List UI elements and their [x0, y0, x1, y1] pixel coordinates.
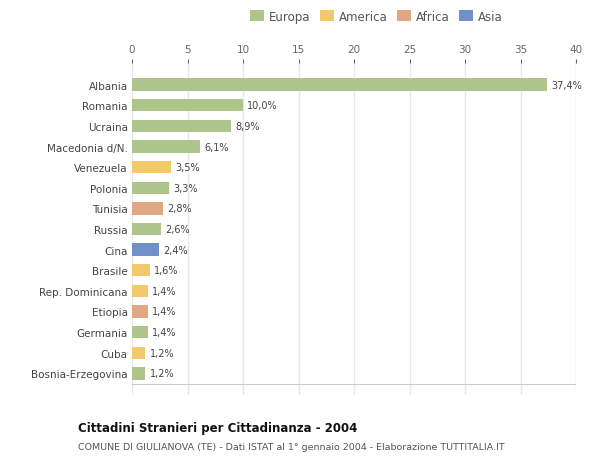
Text: 1,4%: 1,4%	[152, 327, 176, 337]
Text: 2,6%: 2,6%	[166, 224, 190, 235]
Bar	[132, 79, 547, 92]
Text: 3,3%: 3,3%	[173, 183, 197, 193]
Text: 3,5%: 3,5%	[175, 163, 200, 173]
Bar	[132, 120, 231, 133]
Bar	[132, 182, 169, 195]
Text: 1,2%: 1,2%	[150, 369, 175, 379]
Legend: Europa, America, Africa, Asia: Europa, America, Africa, Asia	[250, 11, 503, 23]
Text: 6,1%: 6,1%	[204, 142, 229, 152]
Text: 1,4%: 1,4%	[152, 307, 176, 317]
Text: 1,2%: 1,2%	[150, 348, 175, 358]
Bar	[132, 162, 171, 174]
Text: COMUNE DI GIULIANOVA (TE) - Dati ISTAT al 1° gennaio 2004 - Elaborazione TUTTITA: COMUNE DI GIULIANOVA (TE) - Dati ISTAT a…	[78, 442, 505, 451]
Bar	[132, 326, 148, 339]
Bar	[132, 285, 148, 297]
Text: 37,4%: 37,4%	[551, 80, 583, 90]
Bar	[132, 244, 158, 256]
Bar	[132, 100, 243, 112]
Bar	[132, 224, 161, 235]
Bar	[132, 203, 163, 215]
Text: 2,4%: 2,4%	[163, 245, 188, 255]
Text: 1,4%: 1,4%	[152, 286, 176, 296]
Text: 1,6%: 1,6%	[154, 266, 179, 276]
Text: 8,9%: 8,9%	[235, 122, 260, 132]
Bar	[132, 141, 200, 153]
Bar	[132, 264, 150, 277]
Text: 10,0%: 10,0%	[247, 101, 278, 111]
Text: 2,8%: 2,8%	[167, 204, 192, 214]
Bar	[132, 306, 148, 318]
Text: Cittadini Stranieri per Cittadinanza - 2004: Cittadini Stranieri per Cittadinanza - 2…	[78, 421, 358, 434]
Bar	[132, 367, 145, 380]
Bar	[132, 347, 145, 359]
